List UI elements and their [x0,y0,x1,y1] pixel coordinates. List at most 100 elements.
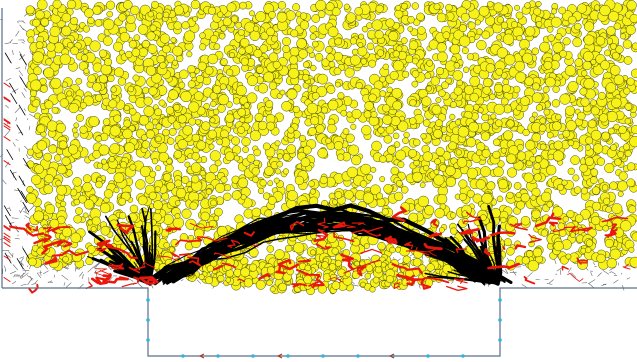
particle [567,167,575,176]
particle [284,244,293,253]
particle [334,37,343,46]
particle [298,49,308,59]
particle [223,192,232,201]
particle [257,187,265,195]
particle [36,124,46,134]
particle [290,29,299,38]
particle [286,190,298,201]
particle [239,37,250,48]
particle [70,17,79,26]
particle [113,187,120,194]
particle [43,184,54,195]
particle [181,21,190,30]
particle [181,175,190,184]
particle [73,214,82,224]
particle [617,151,625,158]
particle [113,114,122,123]
particle [190,162,202,173]
particle [540,191,552,203]
particle [204,66,214,75]
particle [417,195,430,208]
particle [92,82,102,92]
particle [225,113,235,123]
particle [599,113,609,123]
particle [184,161,191,168]
particle [579,87,588,96]
particle [113,172,125,184]
particle [308,127,317,136]
particle [480,131,491,141]
velocity-marker [146,338,150,342]
particle [225,277,232,283]
particle [580,70,588,77]
particle [506,167,518,178]
particle [75,77,83,85]
particle [392,50,400,58]
particle [209,117,216,124]
particle [170,37,177,43]
particle [585,136,594,145]
particle [377,126,385,134]
particle [249,10,255,17]
particle [113,41,123,52]
particle [235,21,243,29]
particle [607,127,615,135]
particle [436,193,448,205]
particle [377,241,386,251]
particle [482,77,493,88]
particle [493,166,504,178]
particle [110,86,117,93]
particle [385,18,395,28]
particle [543,60,553,70]
particle [240,57,249,66]
particle [209,164,219,174]
particle [361,125,372,136]
particle [529,155,536,163]
particle [515,104,523,112]
particle [96,162,103,169]
particle [161,192,170,201]
particle [207,53,219,65]
particle [259,179,267,187]
particle [276,11,288,23]
particle [626,178,636,188]
particle [292,105,300,114]
particle [516,144,524,151]
particle [334,191,343,199]
particle [266,245,275,253]
particle [155,123,163,131]
particle [481,30,491,40]
particle [190,0,201,10]
particle [435,147,445,157]
particle [344,67,355,78]
particle [326,53,335,62]
particle [267,180,274,187]
particle [40,17,50,27]
particle [237,126,246,134]
particle [237,29,245,36]
velocity-marker [251,354,255,358]
particle [281,100,292,112]
particle [450,227,458,235]
particle [109,143,121,154]
tensile-chain [297,259,312,263]
particle [54,154,62,162]
particle [609,181,618,190]
particle [366,42,375,51]
particle [533,173,542,182]
velocity-marker [498,338,502,342]
particle [269,286,276,293]
particle [424,72,432,80]
particle [272,60,281,69]
particle [104,57,113,67]
particle [435,67,445,76]
particle [550,16,562,28]
particle [187,65,196,74]
particle [35,41,44,49]
particle [153,200,163,210]
particle [238,47,246,55]
particle [294,175,305,186]
particle [253,49,263,58]
particle [224,151,235,162]
particle [70,46,79,56]
